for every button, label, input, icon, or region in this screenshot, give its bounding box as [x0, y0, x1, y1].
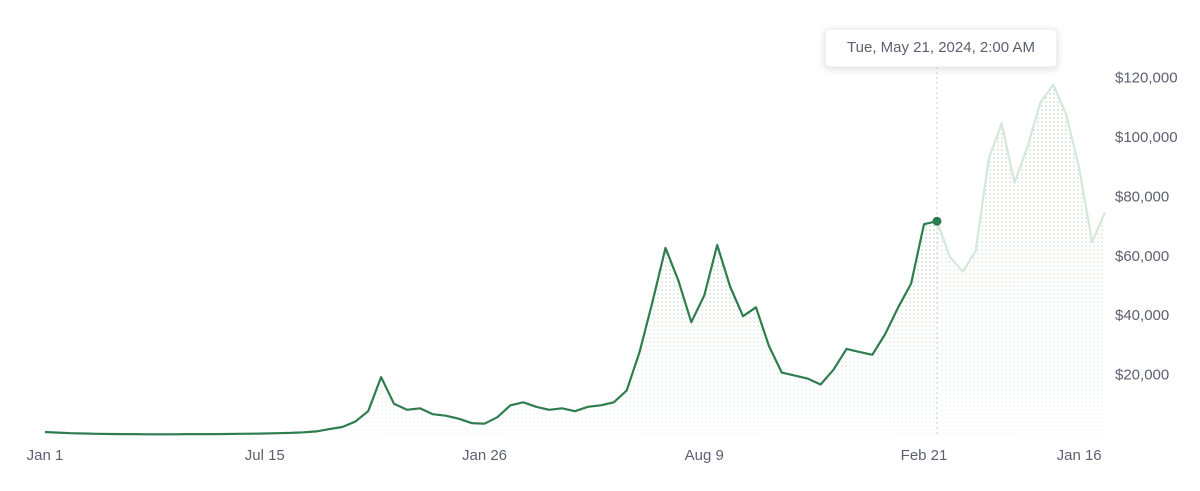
- x-tick-label: Aug 9: [685, 447, 724, 464]
- line: [44, 220, 938, 436]
- x-tick-label: Jul 15: [245, 447, 285, 464]
- line-faded-area-fade: [937, 84, 1105, 435]
- line-area-fade: [45, 221, 937, 435]
- y-tick-label: $40,000: [1115, 307, 1169, 324]
- x-tick-label: Jan 26: [462, 447, 507, 464]
- y-tick-label: $120,000: [1115, 70, 1178, 87]
- y-tick-label: $80,000: [1115, 188, 1169, 205]
- x-tick-label: Jan 1: [27, 447, 64, 464]
- y-tick-label: $60,000: [1115, 248, 1169, 265]
- tooltip-box: [824, 28, 1058, 68]
- hover-dot: [932, 216, 942, 226]
- y-tick-label: $100,000: [1115, 129, 1178, 146]
- x-tick-label: Feb 21: [901, 447, 948, 464]
- tooltip-text: Tue, May 21, 2024, 2:00 AM: [847, 39, 1035, 56]
- line-faded: [935, 83, 1107, 273]
- x-tick-label: Jan 16: [1057, 447, 1102, 464]
- y-tick-label: $20,000: [1115, 367, 1169, 384]
- tooltip: Tue, May 21, 2024, 2:00 AM: [824, 28, 1058, 68]
